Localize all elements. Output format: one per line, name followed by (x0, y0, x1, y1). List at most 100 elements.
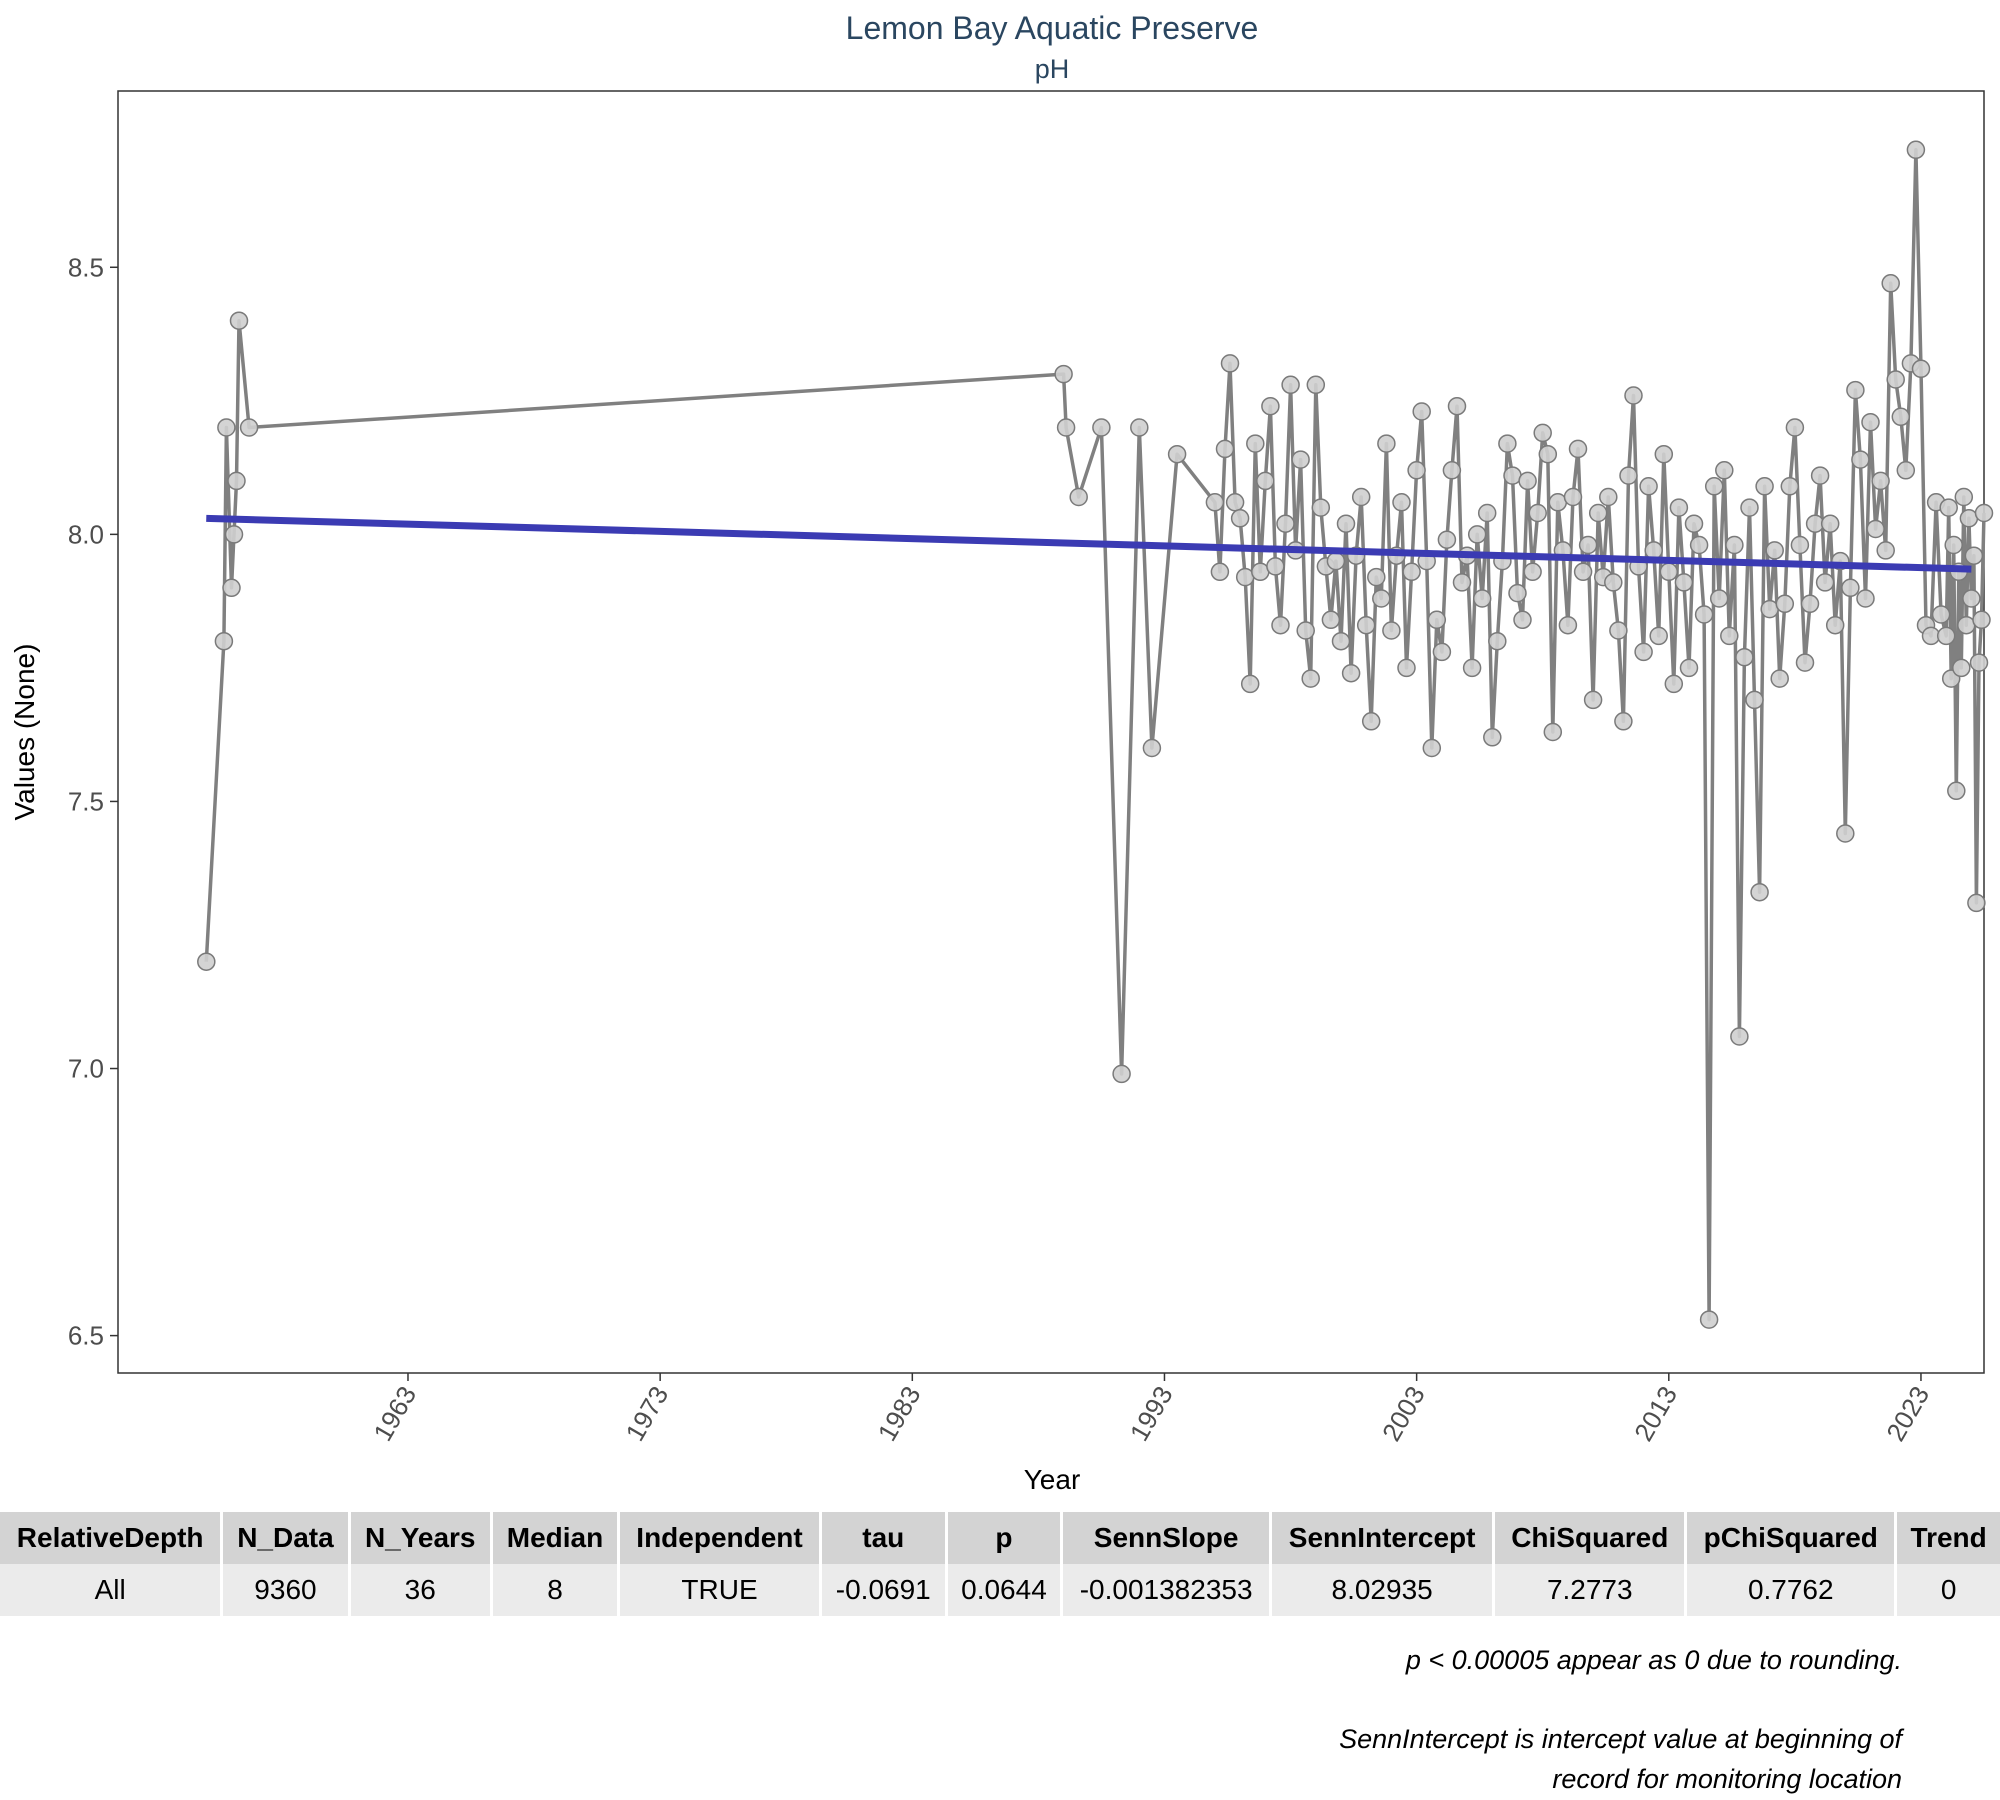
x-tick-label: 1983 (872, 1381, 927, 1446)
data-point (1246, 434, 1265, 453)
data-point (1422, 738, 1442, 758)
column-header: N_Data (221, 1512, 351, 1564)
data-point (1367, 567, 1386, 587)
data-point (1498, 434, 1517, 453)
y-tick-label: 8.0 (68, 519, 104, 549)
x-axis-label: Year (1024, 1464, 1081, 1495)
table-header-row: RelativeDepth N_Data N_Years Median Inde… (0, 1512, 2000, 1564)
footnote-rounding: p < 0.00005 appear as 0 due to rounding. (1405, 1645, 1902, 1675)
data-point (1624, 386, 1643, 405)
data-point (1069, 487, 1088, 507)
data-point (1846, 380, 1865, 400)
chart: Lemon Bay Aquatic Preserve pH 6.5 7.0 7.5 8… (9, 10, 1994, 1495)
data-point (1689, 535, 1709, 555)
data-point (1972, 610, 1991, 630)
data-point (1725, 535, 1744, 555)
data-point (1452, 573, 1472, 592)
data-point (1861, 412, 1880, 432)
column-header: Median (491, 1512, 621, 1564)
data-point (1392, 493, 1411, 512)
data-point (1962, 589, 1981, 608)
data-point (1954, 487, 1974, 507)
data-point (1321, 610, 1341, 630)
data-point (1472, 589, 1492, 608)
chart-subtitle: pH (1035, 54, 1070, 84)
data-point (1810, 466, 1830, 485)
data-point (1891, 407, 1911, 427)
data-point (1659, 562, 1679, 582)
data-point (1266, 557, 1285, 576)
data-point (1271, 615, 1290, 635)
data-point (1092, 418, 1111, 437)
data-point (1886, 370, 1905, 389)
chart-title: Lemon Bay Aquatic Preserve (846, 10, 1259, 46)
y-axis: 6.5 7.0 7.5 8.0 8.5 (68, 252, 118, 1351)
data-point (1311, 498, 1331, 517)
data-point (1326, 551, 1346, 571)
data-point (1558, 615, 1578, 635)
data-point (1931, 605, 1951, 624)
data-point (1599, 487, 1618, 507)
data-point (1477, 503, 1497, 523)
column-header: Independent (618, 1512, 822, 1564)
data-point (1820, 514, 1840, 533)
stats-table: RelativeDepth N_Data N_Years Median Inde… (0, 1512, 2000, 1616)
data-point (1301, 669, 1320, 688)
data-point (1947, 781, 1966, 801)
data-point (1538, 444, 1558, 464)
data-point (1523, 562, 1542, 582)
data-point (1331, 631, 1351, 651)
data-point (1654, 444, 1674, 464)
footnote-intercept-line1: SennIntercept is intercept value at begi… (1339, 1724, 1902, 1754)
data-point (1402, 562, 1421, 582)
x-tick-label: 1963 (367, 1381, 422, 1446)
data-point (1881, 274, 1900, 293)
data-point (1573, 562, 1593, 582)
data-point (1432, 642, 1452, 662)
data-point (1462, 658, 1482, 678)
x-tick-label: 2013 (1628, 1381, 1683, 1446)
data-point (1356, 615, 1376, 635)
table-cell: TRUE (618, 1564, 822, 1616)
data-point (1664, 674, 1684, 694)
data-point (1528, 503, 1547, 523)
data-point (1447, 396, 1467, 416)
data-point (1588, 503, 1608, 523)
data-point (1167, 444, 1187, 464)
table-cell: -0.0691 (820, 1564, 948, 1616)
data-point (1639, 477, 1658, 496)
data-point (1785, 418, 1805, 437)
data-point (1735, 647, 1754, 667)
data-point (1740, 498, 1759, 517)
y-tick-label: 8.5 (68, 252, 104, 282)
data-point (214, 631, 234, 651)
table-cell: All (0, 1564, 224, 1616)
data-point (1745, 690, 1764, 710)
data-point (1866, 519, 1885, 539)
column-header: Trend (1895, 1512, 2000, 1564)
data-point (1225, 493, 1245, 512)
data-point (1583, 690, 1603, 710)
data-point (222, 578, 241, 598)
data-point (1377, 434, 1396, 453)
data-point (1568, 439, 1588, 459)
data-point (229, 311, 249, 330)
trend-layer (206, 514, 1972, 573)
data-point (1765, 541, 1784, 560)
data-point (1341, 663, 1361, 683)
data-point (1939, 498, 1958, 517)
data-point (1112, 1064, 1131, 1084)
column-header: SennSlope (1061, 1512, 1272, 1564)
data-point (1755, 477, 1774, 496)
data-point (1964, 546, 1984, 565)
data-point (1790, 535, 1810, 555)
data-point (1276, 514, 1295, 533)
data-point (1800, 594, 1820, 614)
data-point (1261, 396, 1280, 416)
column-header: N_Years (349, 1512, 493, 1564)
data-point (1054, 364, 1073, 384)
y-tick-label: 7.5 (68, 786, 104, 816)
data-point (1709, 589, 1729, 608)
data-point (1543, 722, 1563, 742)
table-row: All 9360 36 8 TRUE -0.0691 0.0644 -0.001… (0, 1564, 2000, 1616)
